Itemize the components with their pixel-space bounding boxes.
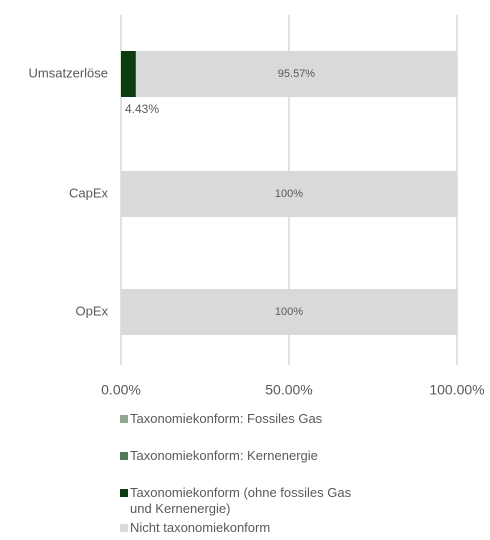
legend-swatch <box>120 452 128 460</box>
value-label: 100% <box>275 306 303 318</box>
legend-swatch <box>120 415 128 423</box>
y-tick-label: CapEx <box>69 185 109 200</box>
bar-segment <box>121 289 457 335</box>
legend-label: Nicht taxonomiekonform <box>130 520 271 535</box>
legend-label: Taxonomiekonform (ohne fossiles Gas und … <box>130 485 352 516</box>
legend-swatch <box>120 489 128 497</box>
legend-label: Taxonomiekonform: Kernenergie <box>130 448 318 463</box>
value-label: 4.43% <box>125 102 159 116</box>
y-tick-label: OpEx <box>75 303 108 318</box>
bar-segment <box>121 171 457 217</box>
y-tick-label: Umsatzerlöse <box>29 65 108 80</box>
x-tick-label: 50.00% <box>265 382 312 398</box>
bar-segment <box>121 51 136 97</box>
legend-item: Taxonomiekonform: Fossiles Gas <box>120 411 356 427</box>
legend: Taxonomiekonform: Fossiles Gas Taxonomiek… <box>120 411 356 540</box>
bar-segment <box>135 51 457 97</box>
x-tick-label: 100.00% <box>429 382 484 398</box>
value-label: 100% <box>275 188 303 200</box>
x-tick-label: 0.00% <box>101 382 141 398</box>
plot: 0.00% 50.00% 100.00% Umsatzerlöse 4.43% 95.57… <box>29 15 485 398</box>
legend-swatch <box>120 524 128 532</box>
legend-item: Nicht taxonomiekonform <box>120 520 356 536</box>
legend-label: Taxonomiekonform: Fossiles Gas <box>130 411 323 426</box>
value-label: 95.57% <box>278 68 316 80</box>
legend-item: Taxonomiekonform: Kernenergie <box>120 448 356 464</box>
legend-item: Taxonomiekonform (ohne fossiles Gas und … <box>120 485 356 517</box>
